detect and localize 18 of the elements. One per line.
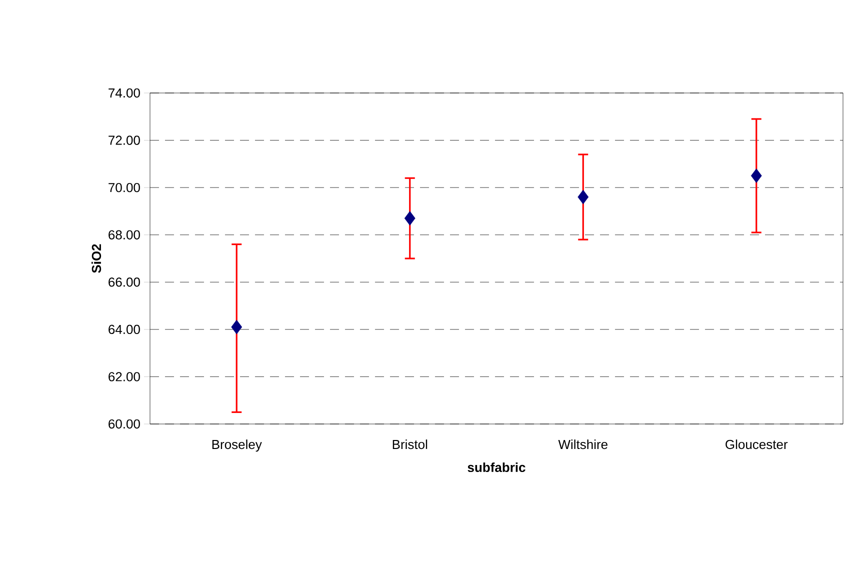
point xyxy=(578,190,589,204)
x-tick-label: Gloucester xyxy=(726,440,788,450)
point xyxy=(231,320,242,334)
y-tick-label: 62.00 xyxy=(108,372,140,382)
y-tick-label: 72.00 xyxy=(108,136,140,145)
y-tick-label: 68.00 xyxy=(108,230,140,240)
point xyxy=(404,211,416,226)
point xyxy=(750,168,762,183)
y-axis-title: SiO2 xyxy=(92,244,102,273)
y-tick-label: 60.00 xyxy=(108,419,140,429)
x-tick-label: Wiltshire xyxy=(558,440,608,450)
x-axis-title: subfabric xyxy=(468,462,526,472)
x-tick-label: Broseley xyxy=(212,440,262,452)
y-tick-label: 64.00 xyxy=(108,324,140,334)
y-tick-label: 66.00 xyxy=(108,278,140,287)
y-tick-label: 74.00 xyxy=(108,88,140,98)
y-tick-label: 70.00 xyxy=(108,182,140,192)
x-tick-label: Bristol xyxy=(392,440,428,450)
